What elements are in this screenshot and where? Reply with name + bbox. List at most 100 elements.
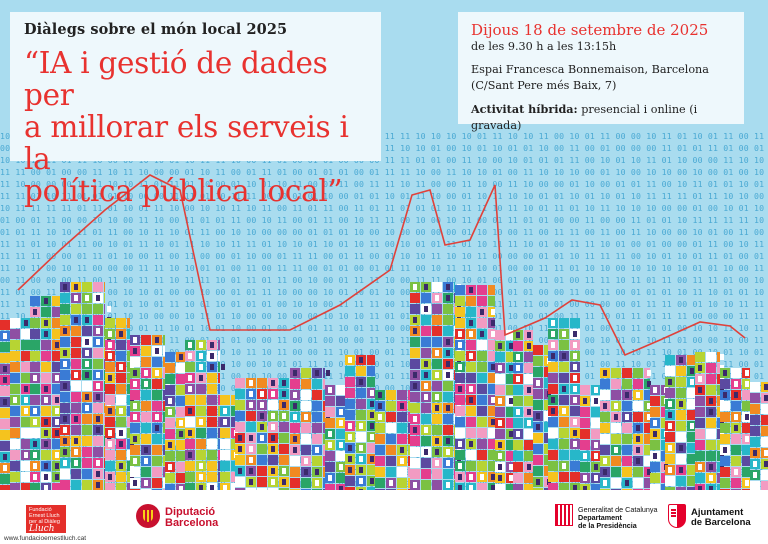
skyline-tile bbox=[127, 351, 130, 361]
skyline-window bbox=[315, 370, 319, 376]
ajuntament-barcelona-logo: Ajuntament de Barcelona bbox=[668, 504, 764, 534]
skyline-window bbox=[413, 317, 417, 323]
skyline-tile bbox=[454, 425, 455, 435]
skyline-window bbox=[370, 423, 374, 429]
skyline-tile bbox=[695, 473, 705, 483]
skyline-tile bbox=[218, 373, 220, 383]
skyline-window bbox=[133, 348, 137, 354]
skyline-tile bbox=[323, 456, 325, 466]
skyline-window bbox=[85, 394, 89, 400]
skyline-window bbox=[603, 469, 607, 475]
skyline-tile bbox=[386, 412, 396, 422]
skyline-window bbox=[562, 463, 566, 469]
skyline-window bbox=[527, 409, 531, 415]
skyline-window bbox=[119, 441, 123, 447]
skyline-window bbox=[249, 457, 253, 463]
skyline-window bbox=[199, 342, 203, 348]
skyline-window bbox=[536, 479, 540, 485]
skyline-tile bbox=[21, 362, 30, 372]
skyline-tile bbox=[454, 337, 455, 347]
skyline-tile bbox=[323, 390, 325, 400]
skyline-tile bbox=[633, 379, 643, 389]
skyline-window bbox=[709, 398, 713, 404]
skyline-window bbox=[690, 379, 694, 385]
skyline-tile bbox=[622, 423, 632, 433]
skyline-window bbox=[328, 387, 332, 393]
skyline-window bbox=[24, 408, 28, 414]
skyline-window bbox=[108, 474, 112, 480]
skyline-window bbox=[249, 468, 253, 474]
skyline-tile bbox=[570, 406, 580, 416]
skyline-tile bbox=[477, 483, 487, 490]
skyline-window bbox=[509, 431, 513, 437]
skyline-window bbox=[498, 442, 502, 448]
skyline-tile bbox=[71, 392, 81, 402]
skyline-tile bbox=[533, 488, 543, 490]
skyline-window bbox=[709, 475, 713, 481]
skyline-tile bbox=[717, 363, 720, 373]
skyline-tile bbox=[454, 436, 455, 446]
skyline-tile bbox=[495, 330, 505, 340]
skyline-tile bbox=[644, 434, 650, 444]
skyline-tile bbox=[513, 418, 523, 428]
skyline-window bbox=[348, 423, 352, 429]
skyline-tile bbox=[432, 480, 442, 490]
skyline-tile bbox=[455, 428, 465, 438]
skyline-tile bbox=[0, 353, 10, 363]
generalitat-line: de la Presidència bbox=[578, 521, 637, 530]
skyline-tile bbox=[257, 466, 267, 476]
skyline-tile bbox=[30, 296, 40, 306]
skyline-tile bbox=[246, 411, 256, 421]
skyline-window bbox=[85, 361, 89, 367]
skyline-tile bbox=[421, 458, 431, 468]
skyline-window bbox=[359, 467, 363, 473]
skyline-tile bbox=[544, 356, 548, 366]
fundacio-url[interactable]: www.fundacioernestlluch.cat bbox=[4, 535, 87, 542]
skyline-window bbox=[509, 365, 513, 371]
skyline-tile bbox=[356, 487, 366, 490]
skyline-tile bbox=[676, 476, 686, 486]
skyline-tile bbox=[257, 477, 267, 487]
skyline-window bbox=[96, 482, 100, 488]
skyline-tile bbox=[559, 450, 569, 460]
skyline-tile bbox=[127, 439, 130, 449]
skyline-window bbox=[480, 331, 484, 337]
skyline-tile bbox=[218, 439, 220, 449]
skyline-tile bbox=[750, 415, 760, 425]
skyline-tile bbox=[312, 423, 322, 433]
skyline-window bbox=[709, 409, 713, 415]
skyline-tile bbox=[104, 359, 105, 369]
skyline-window bbox=[636, 392, 640, 398]
skyline-tile bbox=[336, 396, 345, 406]
skyline-tile bbox=[443, 469, 453, 479]
skyline-tile bbox=[687, 388, 695, 398]
skyline-tile bbox=[41, 340, 51, 350]
skyline-tile bbox=[165, 484, 175, 490]
skyline-tile bbox=[279, 455, 289, 465]
skyline-tile bbox=[375, 467, 385, 477]
skyline-window bbox=[469, 320, 473, 326]
skyline-window bbox=[63, 284, 67, 290]
skyline-window bbox=[527, 332, 531, 338]
skyline-window bbox=[96, 328, 100, 334]
skyline-window bbox=[339, 420, 343, 426]
skyline-window bbox=[413, 427, 417, 433]
skyline-tile bbox=[152, 390, 162, 400]
skyline-tile bbox=[82, 458, 92, 468]
skyline-tile bbox=[21, 417, 30, 427]
skyline-tile bbox=[421, 348, 431, 358]
skyline-window bbox=[734, 469, 738, 475]
skyline-tile bbox=[60, 469, 70, 479]
skyline-tile bbox=[104, 392, 105, 402]
skyline-tile bbox=[127, 395, 130, 405]
skyline-tile bbox=[30, 351, 40, 361]
skyline-tile bbox=[454, 282, 455, 292]
skyline-tile bbox=[477, 362, 487, 372]
event-info-panel: Dijous 18 de setembre de 2025 de les 9.3… bbox=[458, 12, 744, 132]
skyline-tile bbox=[580, 429, 590, 439]
skyline-window bbox=[96, 460, 100, 466]
skyline-window bbox=[168, 464, 172, 470]
skyline-window bbox=[223, 408, 227, 414]
skyline-window bbox=[458, 331, 462, 337]
skyline-tile bbox=[163, 357, 165, 367]
